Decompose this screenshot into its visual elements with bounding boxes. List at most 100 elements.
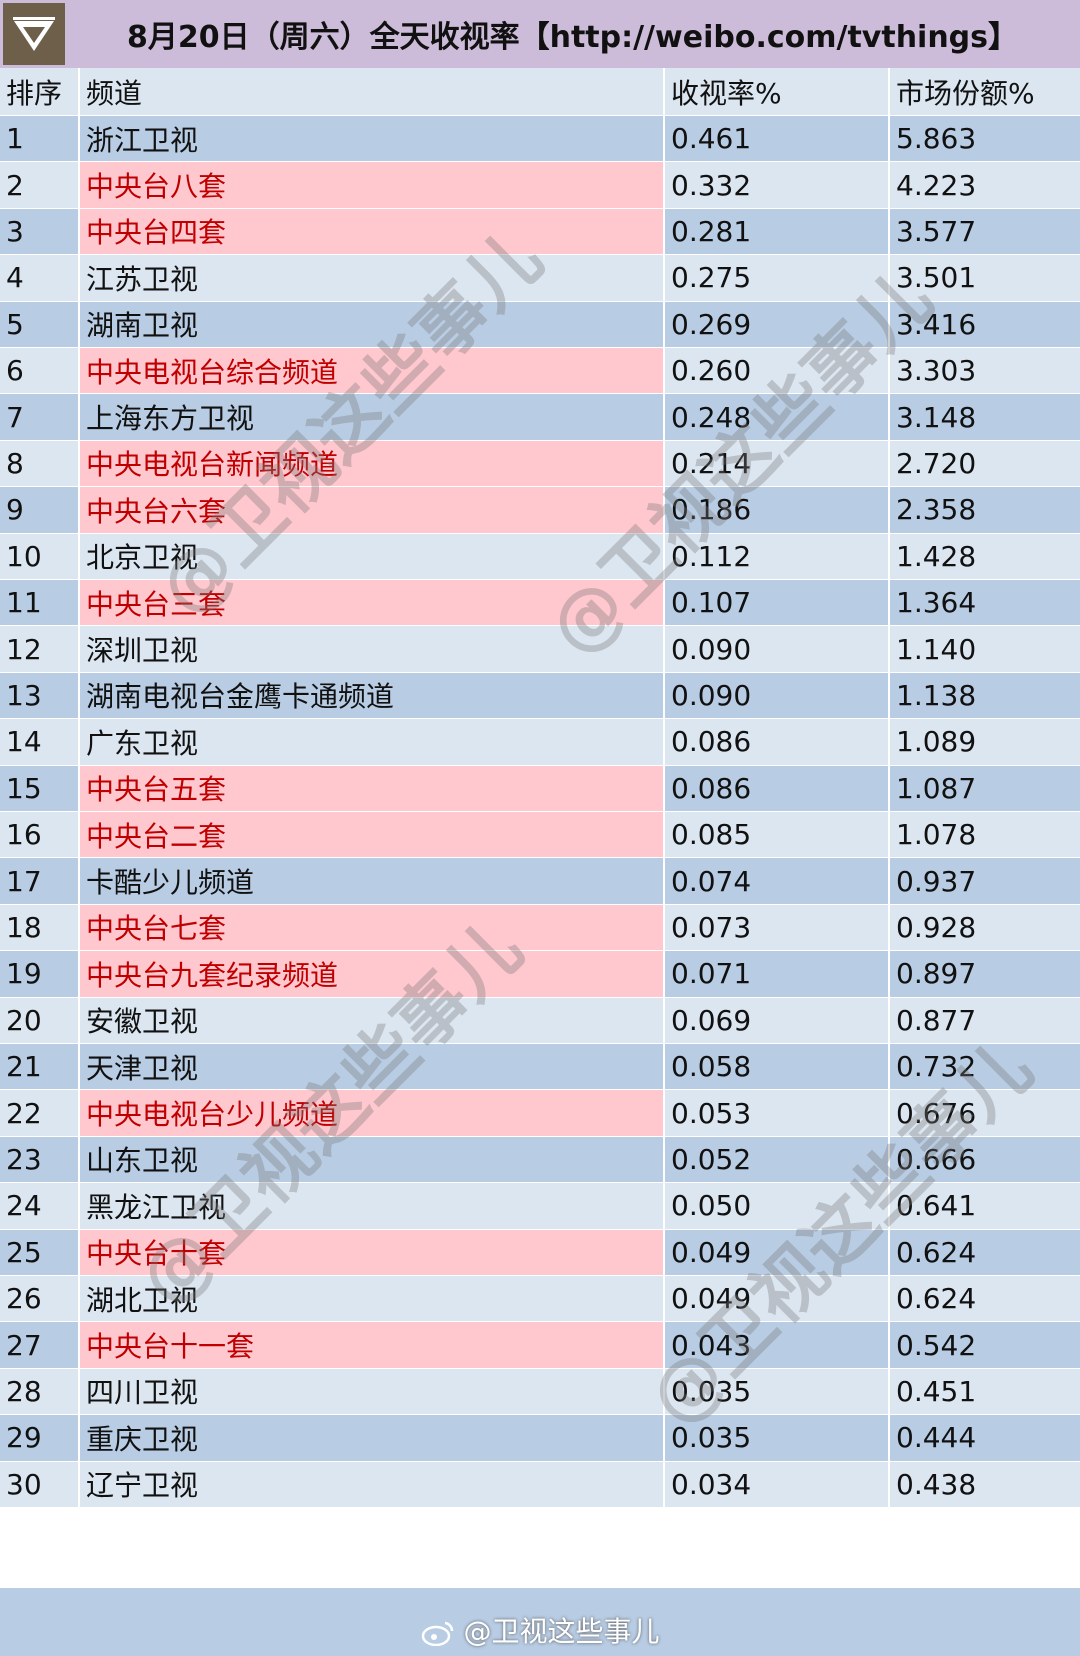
cell-share: 4.223 <box>890 162 1080 209</box>
cell-share: 1.138 <box>890 672 1080 720</box>
cell-channel: 黑龙江卫视 <box>80 1183 665 1230</box>
cell-channel: 中央台八套 <box>80 162 665 209</box>
cell-rank: 19 <box>0 951 80 998</box>
table-row: 3 中央台四套 0.281 3.577 <box>0 208 1080 256</box>
table-row: 9 中央台六套 0.186 2.358 <box>0 487 1080 534</box>
cell-channel: 湖南电视台金鹰卡通频道 <box>80 672 665 720</box>
cell-channel: 辽宁卫视 <box>80 1461 665 1508</box>
table-row: 28 四川卫视 0.035 0.451 <box>0 1368 1080 1416</box>
cell-rank: 8 <box>0 440 80 488</box>
cell-channel: 中央电视台少儿频道 <box>80 1090 665 1137</box>
cell-channel: 浙江卫视 <box>80 116 665 163</box>
cell-share: 3.303 <box>890 348 1080 395</box>
footer-credit: @卫视这些事儿 <box>0 1610 1080 1650</box>
cell-channel: 中央台三套 <box>80 580 665 627</box>
cell-rating: 0.035 <box>665 1415 890 1462</box>
cell-rating: 0.090 <box>665 672 890 720</box>
footer-credit-text: @卫视这些事儿 <box>463 1615 660 1648</box>
cell-channel: 天津卫视 <box>80 1044 665 1091</box>
table-row: 6 中央电视台综合频道 0.260 3.303 <box>0 348 1080 395</box>
cell-rating: 0.090 <box>665 626 890 673</box>
cell-share: 1.364 <box>890 580 1080 627</box>
cell-rating: 0.248 <box>665 394 890 441</box>
cell-share: 0.877 <box>890 997 1080 1044</box>
weibo-icon <box>421 1615 464 1648</box>
table-row: 2 中央台八套 0.332 4.223 <box>0 162 1080 209</box>
cell-rating: 0.043 <box>665 1322 890 1369</box>
cell-share: 3.148 <box>890 394 1080 441</box>
table-row: 25 中央台十套 0.049 0.624 <box>0 1229 1080 1276</box>
cell-rank: 3 <box>0 208 80 256</box>
table-row: 20 安徽卫视 0.069 0.877 <box>0 997 1080 1044</box>
table-header: 排序 频道 收视率% 市场份额% <box>0 68 1080 116</box>
v-shield-logo-icon <box>3 3 65 65</box>
cell-rating: 0.050 <box>665 1183 890 1230</box>
cell-rank: 11 <box>0 580 80 627</box>
cell-rating: 0.086 <box>665 719 890 766</box>
cell-channel: 卡酷少儿频道 <box>80 858 665 905</box>
cell-rating: 0.461 <box>665 116 890 163</box>
cell-rating: 0.281 <box>665 208 890 256</box>
cell-channel: 中央台十一套 <box>80 1322 665 1369</box>
cell-channel: 重庆卫视 <box>80 1415 665 1462</box>
cell-rank: 16 <box>0 812 80 859</box>
col-header-rating: 收视率% <box>665 68 890 116</box>
col-header-channel: 频道 <box>80 68 665 116</box>
cell-channel: 中央电视台综合频道 <box>80 348 665 395</box>
cell-rank: 24 <box>0 1183 80 1230</box>
cell-rank: 14 <box>0 719 80 766</box>
cell-rank: 9 <box>0 487 80 534</box>
cell-rating: 0.069 <box>665 997 890 1044</box>
cell-rank: 7 <box>0 394 80 441</box>
table-row: 7 上海东方卫视 0.248 3.148 <box>0 394 1080 441</box>
cell-rating: 0.186 <box>665 487 890 534</box>
cell-share: 1.087 <box>890 765 1080 812</box>
cell-rank: 15 <box>0 765 80 812</box>
cell-rating: 0.275 <box>665 255 890 302</box>
cell-channel: 中央电视台新闻频道 <box>80 440 665 488</box>
cell-channel: 上海东方卫视 <box>80 394 665 441</box>
cell-rating: 0.034 <box>665 1461 890 1508</box>
cell-channel: 广东卫视 <box>80 719 665 766</box>
cell-channel: 中央台五套 <box>80 765 665 812</box>
cell-rating: 0.049 <box>665 1276 890 1323</box>
cell-share: 0.897 <box>890 951 1080 998</box>
table-row: 27 中央台十一套 0.043 0.542 <box>0 1322 1080 1369</box>
col-header-rank: 排序 <box>0 68 80 116</box>
cell-rank: 12 <box>0 626 80 673</box>
table-row: 19 中央台九套纪录频道 0.071 0.897 <box>0 951 1080 998</box>
cell-share: 0.542 <box>890 1322 1080 1369</box>
cell-rating: 0.107 <box>665 580 890 627</box>
cell-share: 0.451 <box>890 1368 1080 1416</box>
table-row: 23 山东卫视 0.052 0.666 <box>0 1136 1080 1184</box>
cell-share: 0.928 <box>890 904 1080 952</box>
table-row: 4 江苏卫视 0.275 3.501 <box>0 255 1080 302</box>
cell-share: 0.624 <box>890 1229 1080 1276</box>
cell-rating: 0.074 <box>665 858 890 905</box>
cell-rating: 0.053 <box>665 1090 890 1137</box>
cell-rating: 0.332 <box>665 162 890 209</box>
cell-share: 1.140 <box>890 626 1080 673</box>
cell-rank: 21 <box>0 1044 80 1091</box>
cell-channel: 中央台七套 <box>80 904 665 952</box>
cell-rating: 0.214 <box>665 440 890 488</box>
cell-share: 1.428 <box>890 533 1080 580</box>
cell-rank: 30 <box>0 1461 80 1508</box>
cell-rank: 28 <box>0 1368 80 1416</box>
cell-channel: 中央台十套 <box>80 1229 665 1276</box>
cell-rank: 10 <box>0 533 80 580</box>
cell-share: 0.666 <box>890 1136 1080 1184</box>
cell-channel: 中央台九套纪录频道 <box>80 951 665 998</box>
cell-rating: 0.269 <box>665 301 890 348</box>
col-header-share: 市场份额% <box>890 68 1080 116</box>
title-bar: 8月20日（周六）全天收视率【http://weibo.com/tvthings… <box>0 0 1080 69</box>
table-row: 16 中央台二套 0.085 1.078 <box>0 812 1080 859</box>
cell-rank: 18 <box>0 904 80 952</box>
table-row: 11 中央台三套 0.107 1.364 <box>0 580 1080 627</box>
cell-channel: 中央台六套 <box>80 487 665 534</box>
cell-rating: 0.112 <box>665 533 890 580</box>
table-row: 12 深圳卫视 0.090 1.140 <box>0 626 1080 673</box>
cell-rank: 13 <box>0 672 80 720</box>
cell-rank: 26 <box>0 1276 80 1323</box>
